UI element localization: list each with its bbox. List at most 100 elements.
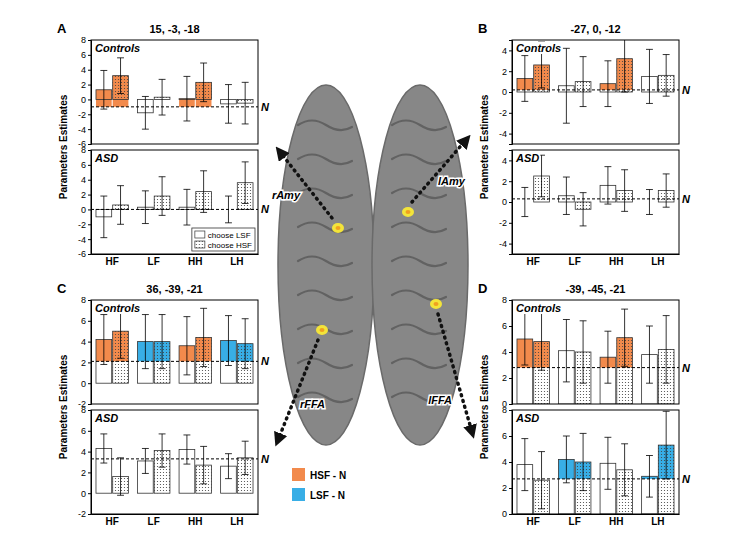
tick: 8 — [81, 145, 91, 155]
bar-chart: 02468HFLFHHLHNASD — [502, 405, 691, 527]
error-stem — [524, 187, 525, 216]
activation-core — [434, 302, 439, 306]
tick-label: 2 — [81, 358, 86, 368]
error-cap — [646, 497, 653, 498]
axis-line — [509, 41, 513, 145]
axis-line — [92, 514, 259, 515]
tick: 8 — [502, 405, 512, 415]
error-stem — [162, 434, 163, 467]
tick: 4 — [502, 347, 512, 357]
error-cap — [580, 192, 587, 193]
error-bar — [117, 458, 124, 495]
axis-line — [88, 301, 92, 405]
error-stem — [162, 315, 163, 369]
error-cap — [563, 482, 570, 483]
error-cap — [580, 106, 587, 107]
reference-label: N — [261, 101, 270, 113]
error-cap — [663, 96, 670, 97]
tick-label: 0 — [81, 489, 86, 499]
tick: LH — [230, 514, 243, 527]
plot-background — [91, 40, 258, 144]
activation-core — [336, 226, 341, 230]
y-axis: 02468 — [502, 405, 513, 519]
tick: HF — [106, 514, 119, 527]
error-bar — [225, 316, 232, 366]
tick-label: HH — [188, 516, 202, 527]
tick: 2 — [502, 373, 512, 383]
error-cap — [646, 103, 653, 104]
tick-label: HF — [106, 256, 119, 267]
region-label: rFFA — [300, 398, 325, 410]
tick-mark — [509, 223, 512, 224]
legend: choose LSFchoose HSF — [192, 228, 255, 251]
error-stem — [624, 170, 625, 212]
error-stem — [245, 319, 246, 369]
tick-mark — [509, 50, 512, 51]
error-stem — [228, 196, 229, 223]
error-cap — [580, 383, 587, 384]
error-cap — [100, 433, 107, 434]
error-cap — [142, 223, 149, 224]
error-bar — [521, 56, 528, 102]
panel-letter: A — [57, 21, 67, 36]
error-cap — [563, 319, 570, 320]
plot-background — [91, 300, 258, 404]
error-bar — [663, 316, 670, 384]
error-cap — [621, 211, 628, 212]
error-cap — [200, 212, 207, 213]
tick-label: HH — [609, 516, 623, 527]
bar-chart: -202468NControls — [78, 295, 270, 409]
error-stem — [145, 191, 146, 224]
tick-label: 6 — [81, 50, 86, 60]
error-cap — [100, 237, 107, 238]
sulcus — [392, 257, 446, 267]
error-stem — [541, 313, 542, 370]
error-cap — [225, 478, 232, 479]
error-bar — [604, 331, 611, 383]
tick-label: 2 — [81, 468, 86, 478]
tick-mark — [88, 254, 91, 255]
error-stem — [607, 437, 608, 489]
tick-label: -2 — [78, 110, 86, 120]
tick-label: LH — [230, 516, 243, 527]
reference-line — [512, 367, 679, 368]
tick: 0 — [502, 197, 512, 207]
error-cap — [225, 123, 232, 124]
error-cap — [117, 457, 124, 458]
error-cap — [538, 451, 545, 452]
error-cap — [646, 455, 653, 456]
error-bar — [200, 446, 207, 483]
tick: 4 — [502, 457, 512, 467]
tick: -2 — [78, 509, 91, 519]
error-cap — [646, 214, 653, 215]
bar-chart: -4-2024NControls — [499, 25, 691, 144]
error-bar — [242, 319, 249, 369]
subplot-title: ASD — [94, 152, 118, 164]
error-cap — [538, 87, 545, 88]
error-cap — [225, 365, 232, 366]
subplot-title: Controls — [95, 42, 140, 54]
error-stem — [624, 444, 625, 496]
reference-line — [512, 478, 679, 479]
plot-area — [512, 40, 679, 123]
error-bar — [225, 454, 232, 479]
error-bar — [142, 191, 149, 224]
title-background — [515, 42, 562, 54]
tick-label: LH — [230, 256, 243, 267]
y-axis: -6-4-202468 — [78, 35, 92, 149]
error-cap — [159, 176, 166, 177]
x-axis: HFLFHHLH — [513, 254, 680, 267]
tick: 8 — [81, 295, 91, 305]
sulcus — [392, 325, 446, 335]
error-stem — [666, 55, 667, 97]
error-cap — [100, 196, 107, 197]
plot-background — [91, 150, 258, 254]
pointer-arrow — [438, 314, 472, 432]
legend-swatch — [292, 488, 305, 501]
tick-mark — [88, 85, 91, 86]
error-bar — [663, 411, 670, 479]
error-cap — [183, 316, 190, 317]
axis-line — [509, 301, 513, 405]
error-stem — [583, 57, 584, 107]
tick-label: -2 — [499, 218, 507, 228]
